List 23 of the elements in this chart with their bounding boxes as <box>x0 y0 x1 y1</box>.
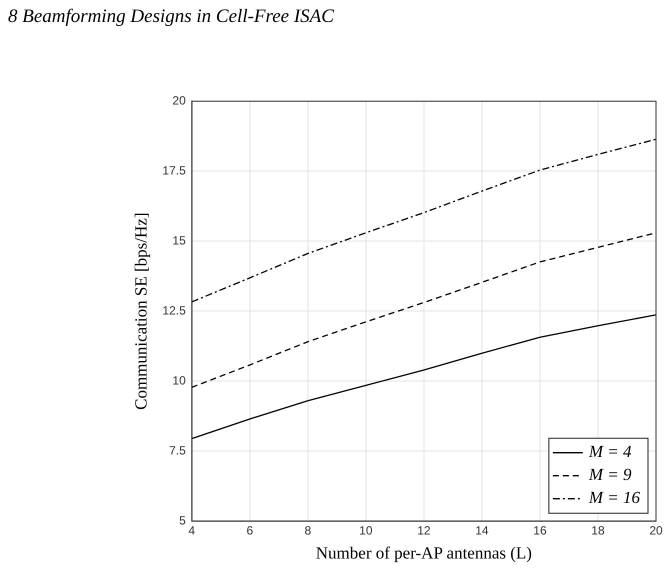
x-tick-label: 12 <box>417 524 431 538</box>
x-tick-label: 16 <box>533 524 547 538</box>
x-tick-label: 20 <box>649 524 663 538</box>
legend-label: M = 4 <box>588 442 632 462</box>
line-series <box>192 138 656 303</box>
y-tick-label: 12.5 <box>162 304 186 318</box>
x-tick-label: 18 <box>591 524 605 538</box>
y-tick-label: 5 <box>179 514 186 528</box>
y-tick-label: 7.5 <box>169 444 186 458</box>
chart-title: 8 Beamforming Designs in Cell-Free ISAC <box>8 6 334 28</box>
x-tick-label: 10 <box>359 524 373 538</box>
y-axis-title: Communication SE [bps/Hz] <box>132 212 151 410</box>
x-tick-label: 14 <box>475 524 489 538</box>
y-tick-label: 10 <box>172 374 186 388</box>
x-axis-title: Number of per-AP antennas (L) <box>316 543 532 562</box>
y-tick-label: 17.5 <box>162 164 186 178</box>
x-tick-label: 6 <box>246 524 254 538</box>
legend-label: M = 9 <box>588 465 632 484</box>
legend-label: M = 16 <box>588 488 640 508</box>
x-tick-label: 8 <box>304 524 312 538</box>
x-tick-label: 4 <box>188 524 196 538</box>
y-tick-label: 20 <box>172 94 186 108</box>
y-tick-label: 15 <box>172 234 186 248</box>
